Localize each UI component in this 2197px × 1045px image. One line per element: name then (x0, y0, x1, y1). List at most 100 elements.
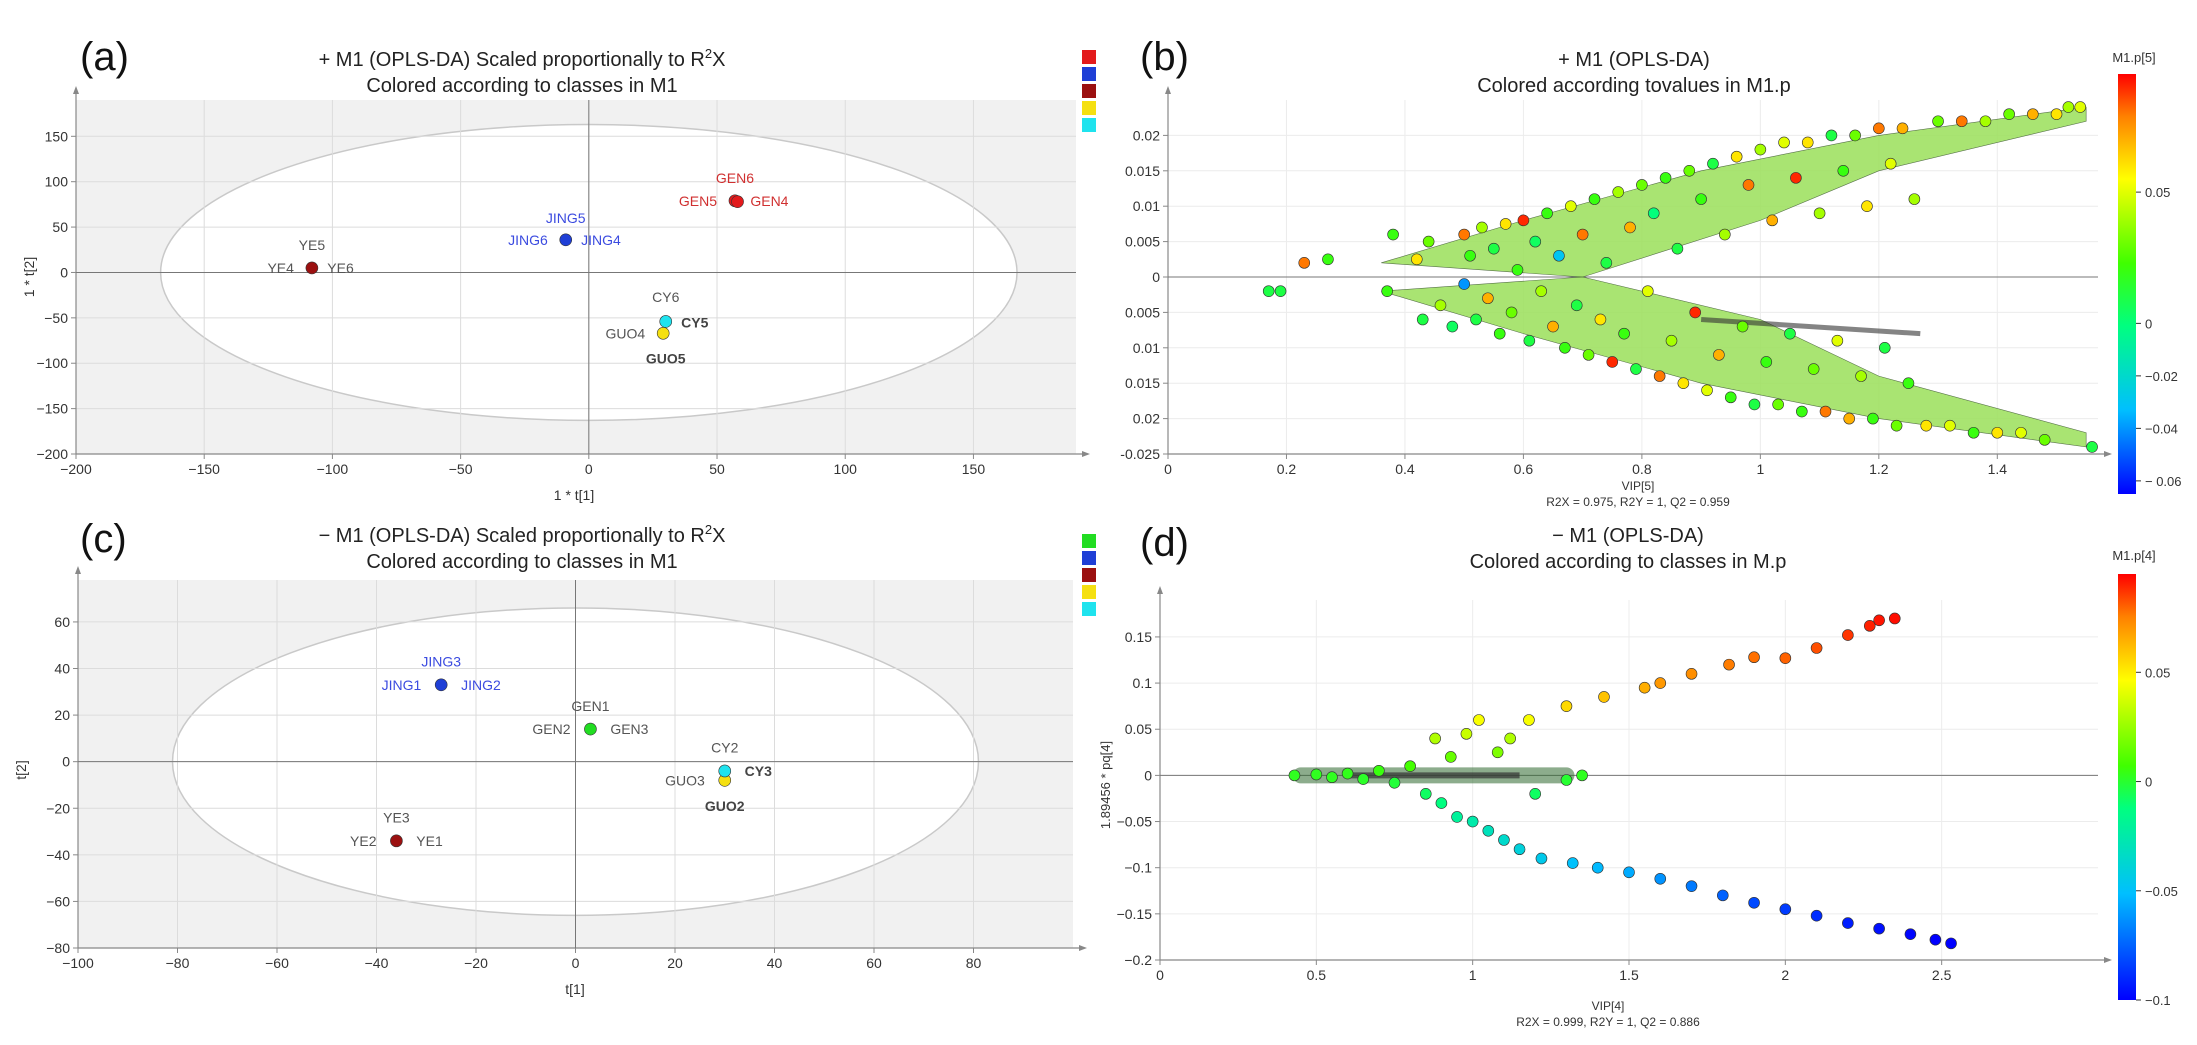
chart-a-svg: −200 −150 −100 −50 0 50 100 150 −200 −150 −100 −50 0… (21, 35, 1108, 503)
y-tick-label: 0.01 (1133, 198, 1160, 214)
loading-point (1748, 398, 1761, 411)
loading-point (1654, 872, 1667, 885)
loading-point (1606, 356, 1619, 368)
loading-point (1470, 313, 1482, 326)
x-tick-label: 1 (1469, 967, 1477, 983)
y-tick-label: −100 (36, 355, 68, 371)
score-point (390, 834, 403, 848)
loading-point (1713, 349, 1725, 361)
loading-point (1843, 412, 1856, 425)
sample-label: YE2 (350, 833, 377, 849)
sample-label: CY3 (745, 763, 772, 779)
loading-point (1591, 861, 1604, 874)
loading-point (1498, 834, 1510, 846)
y-tick-label: −0.05 (1117, 814, 1153, 830)
loading-point (1434, 299, 1447, 312)
loading-point (1736, 320, 1749, 333)
loading-point (1460, 728, 1473, 740)
loading-point (1967, 426, 1980, 439)
x-tick-label: 2 (1781, 967, 1789, 983)
loading-point (1576, 228, 1589, 241)
legend-swatch (1082, 534, 1096, 548)
panel-letter: (d) (1140, 521, 1189, 565)
y-tick-label: 40 (54, 661, 70, 677)
loading-point (1904, 928, 1917, 940)
sample-label: GUO3 (665, 772, 705, 788)
loading-point (1322, 253, 1334, 266)
loading-point (1588, 193, 1601, 205)
chart-title: − M1 (OPLS-DA) (1552, 525, 1704, 547)
loading-point (1566, 857, 1579, 869)
loading-point (1873, 614, 1885, 627)
loading-point (1410, 253, 1423, 266)
y-tick-label: −20 (46, 800, 70, 816)
loading-point (1310, 768, 1323, 781)
y-tick-label: −0.2 (1124, 952, 1152, 968)
loading-point (1724, 391, 1737, 404)
sample-label: GEN6 (716, 170, 754, 186)
sample-label: JING1 (382, 677, 422, 693)
score-point (731, 195, 744, 208)
sample-label: YE4 (267, 260, 294, 276)
y-tick-label: 0.01 (1133, 340, 1160, 356)
loading-point (1274, 285, 1287, 297)
x-tick-label: 20 (667, 955, 683, 971)
loading-point (1855, 370, 1867, 382)
chart-c-svg: −100 −80 −60 −40 −20 0 20 40 60 80−80−60−40−20020… (13, 517, 1108, 997)
sample-label: JING4 (581, 232, 621, 248)
y-tick-label: −200 (36, 446, 68, 462)
loading-point (1772, 398, 1784, 411)
y-tick-label: 100 (45, 174, 69, 190)
loading-point (1473, 714, 1485, 726)
loading-point (1594, 313, 1607, 326)
chart-title: + M1 (OPLS-DA) Scaled proportionally to … (319, 46, 726, 71)
x-tick-label: 40 (767, 955, 783, 971)
x-axis-label: VIP[4] (1592, 999, 1625, 1013)
loading-point (1565, 200, 1577, 212)
loading-point (1790, 172, 1802, 184)
x-tick-label: 80 (966, 955, 982, 971)
loading-point (1695, 193, 1707, 205)
loading-point (1810, 909, 1823, 922)
y-tick-label: −0.1 (1124, 860, 1152, 876)
sample-label: GEN3 (610, 721, 648, 737)
sample-label: JING3 (421, 654, 461, 670)
loading-point (2038, 434, 2051, 446)
loading-point (1387, 228, 1399, 241)
loading-point (1873, 122, 1885, 135)
x-tick-label: −20 (464, 955, 488, 971)
colorbar: 0.05 0 −0.02 −0.04 − 0.06 (2118, 74, 2182, 494)
loading-point (1570, 299, 1583, 312)
loading-point (1529, 235, 1542, 248)
score-point (584, 722, 597, 736)
loading-point (1902, 377, 1915, 390)
y-tick-label: 0 (62, 754, 70, 770)
score-point (718, 764, 732, 778)
loading-point (1262, 285, 1275, 297)
loading-point (1867, 412, 1879, 425)
x-axis-label: 1 * t[1] (554, 487, 594, 503)
y-tick-label: 60 (54, 614, 70, 630)
loading-point (1598, 691, 1610, 703)
chart-subtitle: Colored according tovalues in M1.p (1477, 75, 1791, 97)
axes: 0 0.2 0.4 0.6 0.8 1 1.2 1.4 -0.025 0.02 0.015 0.01 0… (1120, 86, 2112, 477)
x-axis-arrow (1079, 945, 1087, 951)
y-tick-label: 0 (60, 264, 68, 280)
colorbar-title: M1.p[4] (2112, 548, 2155, 563)
x-tick-label: −40 (365, 955, 389, 971)
chart-subtitle: Colored according to classes in M1 (366, 551, 677, 573)
loading-point (1730, 150, 1743, 163)
colorbar-tick-label: 0 (2145, 775, 2152, 790)
loading-point (1559, 341, 1571, 354)
loading-point (1945, 937, 1957, 950)
chart-b-svg: 0 0.2 0.4 0.6 0.8 1 1.2 1.4 -0.025 0.02 0.015 0.01 0… (1120, 35, 2182, 509)
loading-point (1813, 207, 1826, 220)
loading-point (1944, 419, 1956, 432)
y-axis-arrow (75, 566, 81, 574)
loading-point (1878, 341, 1891, 354)
legend-swatch (1082, 84, 1096, 98)
x-tick-label: 0 (1164, 461, 1172, 477)
loading-point (1511, 264, 1524, 276)
loading-point (1624, 221, 1636, 234)
loading-point (1458, 228, 1470, 241)
